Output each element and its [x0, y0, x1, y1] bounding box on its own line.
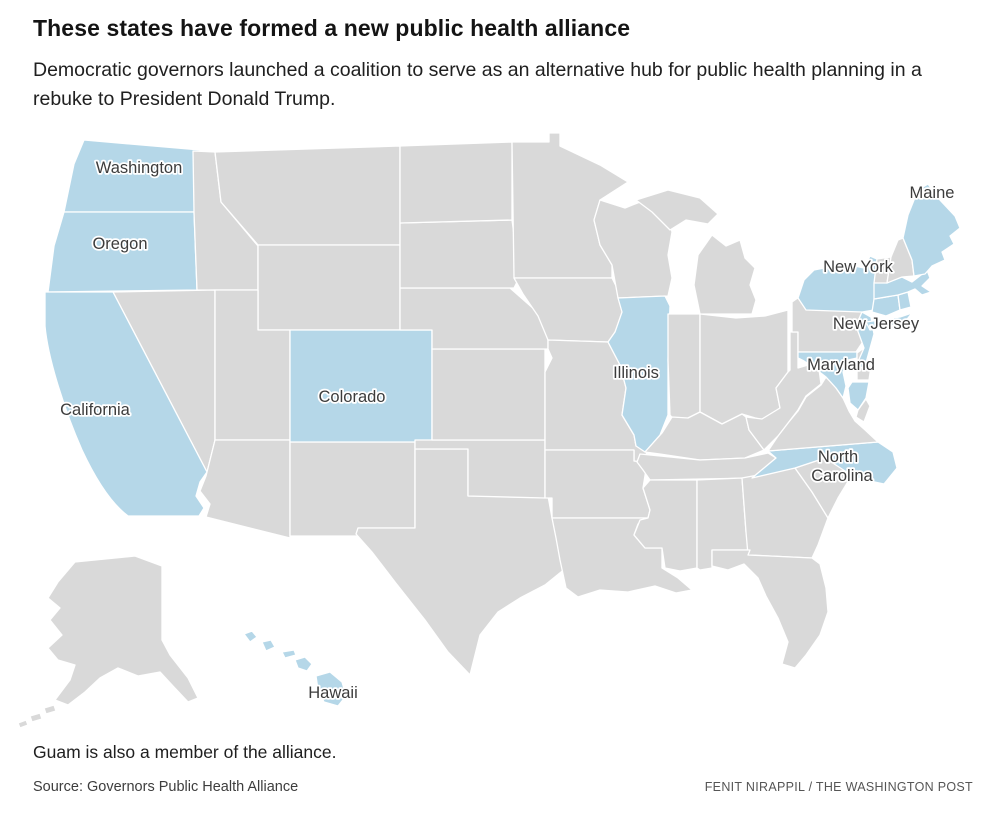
- state-arizona: [199, 439, 291, 539]
- state-kansas: [431, 348, 546, 441]
- label-california: California: [60, 401, 131, 419]
- labels-layer: Washington Oregon California Colorado Il…: [58, 158, 956, 705]
- label-north-carolina-line1: North: [818, 448, 858, 466]
- label-washington: Washington: [96, 159, 183, 177]
- subtitle: Democratic governors launched a coalitio…: [33, 58, 922, 110]
- state-colorado: [289, 329, 433, 443]
- guam-note: Guam is also a member of the alliance.: [33, 742, 337, 763]
- state-maine: [902, 183, 961, 277]
- state-arkansas: [544, 449, 651, 519]
- source-line: Source: Governors Public Health Alliance: [33, 779, 299, 796]
- state-alaska: [17, 555, 199, 729]
- state-north-carolina: [751, 441, 898, 485]
- state-california: [44, 291, 208, 517]
- page-title: These states have formed a new public he…: [33, 15, 631, 41]
- state-ohio: [699, 309, 789, 425]
- label-oregon: Oregon: [92, 235, 147, 253]
- state-texas: [355, 448, 567, 676]
- byline-credit: FENIT NIRAPPIL / THE WASHINGTON POST: [704, 780, 973, 795]
- news-graphic: These states have formed a new public he…: [0, 14, 1000, 833]
- source-row: Source: Governors Public Health Alliance…: [33, 779, 973, 795]
- label-illinois: Illinois: [613, 364, 659, 382]
- state-new-york: [797, 255, 913, 331]
- state-south-dakota: [399, 219, 524, 289]
- state-north-dakota: [399, 141, 513, 224]
- label-new-jersey: New Jersey: [833, 315, 920, 333]
- label-maine: Maine: [910, 184, 955, 202]
- label-north-carolina-line2: Carolina: [811, 467, 873, 485]
- us-map-svg: Washington Oregon California Colorado Il…: [17, 132, 961, 729]
- state-new-mexico: [289, 441, 416, 537]
- state-florida: [711, 549, 829, 669]
- state-hawaii: [243, 630, 347, 707]
- state-massachusetts: [873, 269, 932, 300]
- us-map: Washington Oregon California Colorado Il…: [0, 120, 1000, 740]
- label-new-york: New York: [823, 258, 893, 276]
- label-colorado: Colorado: [319, 388, 386, 406]
- state-oregon: [47, 211, 198, 293]
- label-maryland: Maryland: [807, 356, 875, 374]
- label-hawaii: Hawaii: [308, 684, 358, 702]
- state-wyoming: [257, 244, 401, 331]
- states-layer: [17, 132, 961, 729]
- state-michigan: [635, 189, 757, 315]
- state-indiana: [667, 313, 701, 423]
